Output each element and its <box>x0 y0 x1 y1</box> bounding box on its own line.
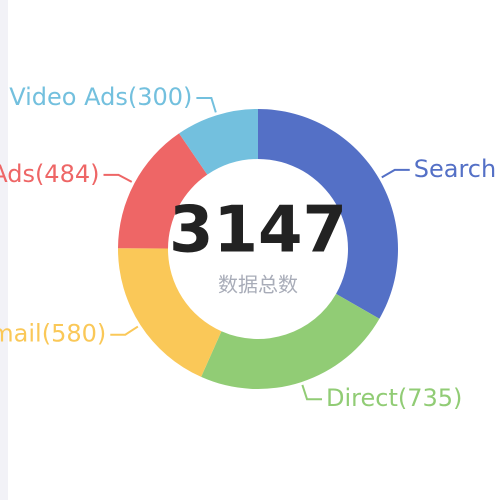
total: 3147 <box>169 194 347 268</box>
slice-label: Union Ads(484) <box>0 160 99 188</box>
label-line <box>110 325 139 336</box>
label-name: Search Engine <box>414 155 500 183</box>
slice <box>258 109 399 319</box>
label-line <box>103 173 133 183</box>
label-name: Direct <box>326 384 398 412</box>
label-value: (484) <box>35 160 100 188</box>
slice <box>179 109 258 175</box>
label-line <box>196 97 217 113</box>
slice <box>118 248 222 377</box>
donut <box>118 109 399 389</box>
label-line <box>381 168 410 179</box>
slice <box>118 133 208 249</box>
label-name: Email <box>0 320 42 348</box>
label-line <box>301 384 323 401</box>
label-value: (735) <box>398 384 463 412</box>
slice-label: Direct(735) <box>326 384 462 412</box>
label-name: Video Ads <box>9 83 128 111</box>
side-strip <box>0 0 8 500</box>
label-name: Union Ads <box>0 160 35 188</box>
label-value: (580) <box>42 320 107 348</box>
slice-label: Email(580) <box>0 320 106 348</box>
slice <box>201 293 380 389</box>
subtitle: 数据总数 <box>218 273 298 297</box>
label-value: (300) <box>128 83 193 111</box>
slice-label: Video Ads(300) <box>9 83 192 111</box>
slice-label: Search Engine(1048) <box>414 155 500 183</box>
